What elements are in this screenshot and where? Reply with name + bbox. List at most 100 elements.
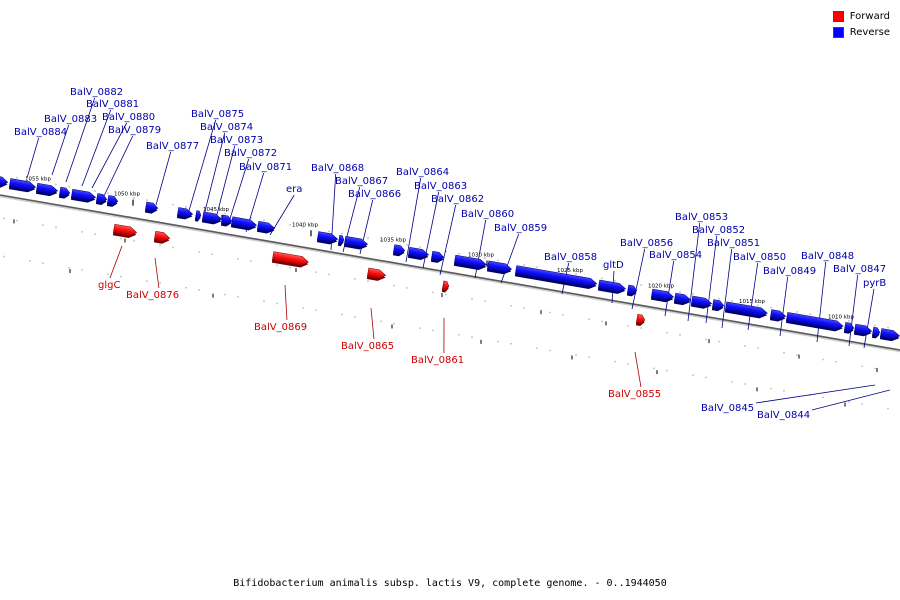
gene-label-balv-0866[interactable]: BalV_0866 (348, 189, 401, 200)
leader-line (779, 276, 789, 337)
reverse-gene-arrow[interactable] (256, 220, 276, 234)
reverse-gene-arrow[interactable] (843, 322, 855, 334)
gene-label-balv-0877[interactable]: BalV_0877 (146, 141, 199, 152)
legend-forward-label: Forward (849, 10, 890, 22)
gene-label-balv-0873[interactable]: BalV_0873 (210, 135, 263, 146)
gene-label-balv-0874[interactable]: BalV_0874 (200, 122, 253, 133)
scale-label: 1035 kbp (380, 237, 406, 243)
reverse-gene-arrow[interactable] (343, 235, 369, 250)
gene-label-balv-0876[interactable]: BalV_0876 (126, 290, 179, 301)
reverse-gene-arrow[interactable] (853, 323, 873, 337)
gene-label-balv-0868[interactable]: BalV_0868 (311, 163, 364, 174)
reverse-gene-arrow[interactable] (453, 254, 488, 271)
leader-line (154, 257, 160, 289)
gene-label-balv-0847[interactable]: BalV_0847 (833, 264, 886, 275)
gene-label-balv-0862[interactable]: BalV_0862 (431, 194, 484, 205)
reverse-gene-arrow[interactable] (626, 284, 638, 297)
gene-label-balv-0879[interactable]: BalV_0879 (108, 125, 161, 136)
reverse-gene-arrow[interactable] (597, 279, 627, 295)
reverse-gene-arrow[interactable] (785, 312, 844, 332)
gene-label-balv-0849[interactable]: BalV_0849 (763, 266, 816, 277)
reverse-gene-arrow[interactable] (724, 301, 768, 320)
forward-gene-arrow[interactable] (366, 267, 387, 282)
gene-label-balv-0851[interactable]: BalV_0851 (707, 238, 760, 249)
legend-forward-swatch (832, 10, 844, 22)
reverse-gene-arrow[interactable] (106, 195, 119, 207)
reverse-gene-arrow[interactable] (220, 214, 233, 227)
scale-label: 1050 kbp (114, 192, 140, 198)
forward-gene-arrow[interactable] (112, 223, 138, 239)
gene-label-balv-0875[interactable]: BalV_0875 (191, 109, 244, 120)
leader-line (202, 132, 226, 220)
reverse-gene-arrow[interactable] (35, 182, 59, 197)
gene-label-pyrb[interactable]: pyrB (863, 278, 886, 289)
gene-label-balv-0861[interactable]: BalV_0861 (411, 355, 464, 366)
gene-label-balv-0869[interactable]: BalV_0869 (254, 322, 307, 333)
reverse-gene-arrow[interactable] (230, 216, 258, 232)
forward-gene-arrow[interactable] (441, 280, 450, 293)
leader-line (500, 233, 520, 284)
reverse-gene-arrow[interactable] (514, 265, 598, 290)
forward-gene-arrow[interactable] (635, 313, 646, 327)
gene-label-balv-0871[interactable]: BalV_0871 (239, 162, 292, 173)
gene-label-balv-0881[interactable]: BalV_0881 (86, 99, 139, 110)
reverse-gene-arrow[interactable] (769, 309, 787, 323)
forward-gene-arrow[interactable] (153, 230, 171, 245)
reverse-gene-arrow[interactable] (8, 178, 37, 194)
gene-features (0, 175, 900, 343)
reverse-gene-arrow[interactable] (337, 234, 345, 247)
scale-label: 1010 kbp (828, 315, 854, 321)
reverse-gene-arrow[interactable] (486, 260, 513, 276)
gene-label-balv-0865[interactable]: BalV_0865 (341, 341, 394, 352)
reverse-gene-arrow[interactable] (201, 211, 223, 226)
reverse-gene-arrow[interactable] (95, 193, 108, 206)
reverse-gene-arrow[interactable] (407, 246, 430, 261)
gene-label-balv-0855[interactable]: BalV_0855 (608, 389, 661, 400)
reverse-gene-arrow[interactable] (430, 250, 445, 264)
gene-label-balv-0845[interactable]: BalV_0845 (701, 403, 754, 414)
forward-gene-arrow[interactable] (271, 251, 309, 269)
gene-label-balv-0844[interactable]: BalV_0844 (757, 410, 810, 421)
leader-line (439, 204, 457, 276)
reverse-gene-arrow[interactable] (144, 201, 159, 215)
gene-label-era[interactable]: era (286, 184, 302, 195)
reverse-gene-arrow[interactable] (0, 175, 9, 189)
gene-label-balv-0884[interactable]: BalV_0884 (14, 127, 67, 138)
leader-line (65, 97, 96, 183)
gene-label-balv-0883[interactable]: BalV_0883 (44, 114, 97, 125)
gene-label-balv-0853[interactable]: BalV_0853 (675, 212, 728, 223)
reverse-gene-arrow[interactable] (711, 299, 725, 312)
reverse-gene-arrow[interactable] (871, 326, 881, 339)
gene-label-balv-0850[interactable]: BalV_0850 (733, 252, 786, 263)
leader-line (634, 351, 642, 388)
gene-label-balv-0852[interactable]: BalV_0852 (692, 225, 745, 236)
leader-line (664, 260, 675, 317)
gene-label-balv-0848[interactable]: BalV_0848 (801, 251, 854, 262)
reverse-gene-arrow[interactable] (879, 328, 900, 343)
gene-label-balv-0859[interactable]: BalV_0859 (494, 223, 547, 234)
gene-label-balv-0854[interactable]: BalV_0854 (649, 250, 702, 261)
reverse-gene-arrow[interactable] (392, 244, 406, 257)
gene-label-balv-0880[interactable]: BalV_0880 (102, 112, 155, 123)
reverse-gene-arrow[interactable] (690, 295, 713, 310)
reverse-gene-arrow[interactable] (194, 210, 202, 222)
gene-label-balv-0872[interactable]: BalV_0872 (224, 148, 277, 159)
gene-label-balv-0860[interactable]: BalV_0860 (461, 209, 514, 220)
reverse-gene-arrow[interactable] (316, 231, 339, 246)
gene-label-balv-0867[interactable]: BalV_0867 (335, 176, 388, 187)
gene-label-balv-0864[interactable]: BalV_0864 (396, 167, 449, 178)
gene-label-glgc[interactable]: glgC (98, 280, 120, 291)
gene-label-balv-0882[interactable]: BalV_0882 (70, 87, 123, 98)
gene-label-gltd[interactable]: gltD (603, 260, 624, 271)
scale-label: 1040 kbp (292, 222, 318, 228)
reverse-gene-arrow[interactable] (650, 288, 675, 303)
reverse-gene-arrow[interactable] (176, 207, 194, 220)
gene-label-balv-0858[interactable]: BalV_0858 (544, 252, 597, 263)
reverse-gene-arrow[interactable] (673, 292, 692, 306)
gene-label-balv-0856[interactable]: BalV_0856 (620, 238, 673, 249)
leader-line (721, 248, 733, 329)
reverse-gene-arrow[interactable] (70, 188, 97, 204)
reverse-gene-arrow[interactable] (58, 186, 71, 199)
gene-label-balv-0863[interactable]: BalV_0863 (414, 181, 467, 192)
